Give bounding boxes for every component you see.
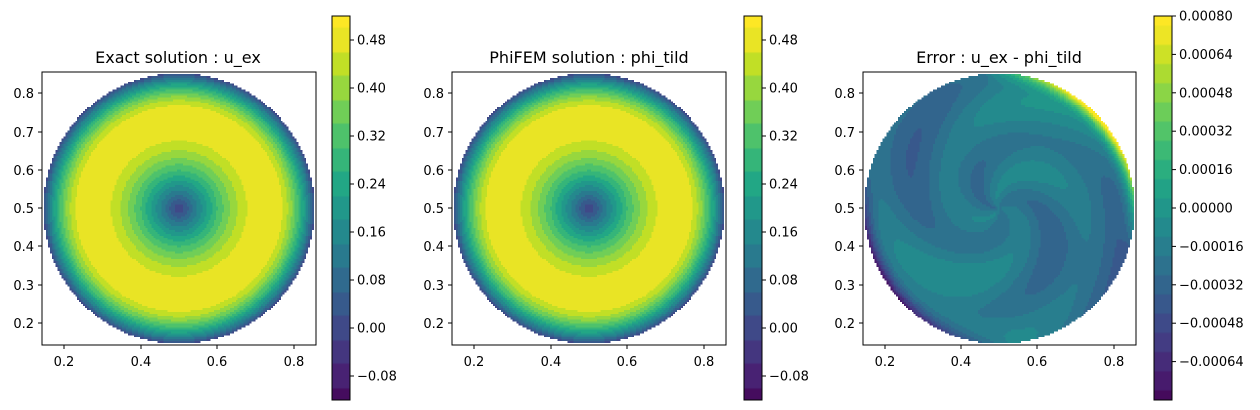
x-tick-label: 0.4 (541, 355, 562, 370)
colorbar-gradient (332, 16, 350, 400)
colorbar-tick-label: 0.00 (769, 322, 798, 337)
heatmap-image (452, 72, 726, 345)
x-tick-labels: 0.2 0.4 0.6 0.8 (464, 355, 715, 370)
y-tick-label: 0.5 (834, 202, 855, 217)
colorbar-tick-label: 0.32 (357, 130, 386, 145)
x-tick-label: 0.4 (131, 355, 152, 370)
y-tick-label: 0.7 (13, 126, 34, 141)
y-tick-label: 0.4 (13, 240, 34, 255)
plot-title: Error : u_ex - phi_tild (916, 48, 1082, 68)
y-tick-label: 0.6 (834, 164, 855, 179)
plot-title: Exact solution : u_ex (95, 48, 261, 68)
x-tick-marks (63, 345, 295, 349)
colorbar-gradient (744, 16, 762, 400)
plot-title: PhiFEM solution : phi_tild (489, 48, 688, 68)
x-tick-labels: 0.2 0.4 0.6 0.8 (54, 355, 305, 370)
colorbar-tick-label: 0.40 (357, 82, 386, 97)
y-tick-marks (38, 92, 42, 324)
y-tick-marks (448, 92, 452, 324)
y-tick-labels: 0.2 0.3 0.4 0.5 0.6 0.7 0.8 (13, 87, 34, 332)
colorbar: −0.08 0.00 0.08 0.16 0.24 0.32 0.40 0.48 (743, 15, 809, 401)
colorbar-tick-label: 0.16 (769, 226, 798, 241)
colorbar-tick-label: 0.16 (357, 226, 386, 241)
colorbar-tick-label: −0.00016 (1179, 240, 1244, 255)
colorbar-ticks: −0.08 0.00 0.08 0.16 0.24 0.32 0.40 0.48 (350, 34, 397, 385)
colorbar: −0.08 0.00 0.08 0.16 0.24 0.32 0.40 0.48 (331, 15, 397, 401)
x-tick-label: 0.2 (54, 355, 75, 370)
y-tick-label: 0.6 (13, 164, 34, 179)
colorbar-tick-label: 0.00048 (1179, 86, 1233, 101)
colorbar-tick-label: 0.00000 (1179, 202, 1233, 217)
y-tick-marks (859, 92, 863, 324)
colorbar-frame (331, 15, 351, 401)
panel-error: Error : u_ex - phi_tild 0.2 0.4 0.6 0.8 … (834, 10, 1244, 401)
colorbar-tick-label: 0.40 (769, 82, 798, 97)
y-tick-label: 0.7 (423, 126, 444, 141)
colorbar-tick-label: 0.00080 (1179, 10, 1233, 25)
colorbar-tick-label: 0.24 (769, 178, 798, 193)
colorbar-tick-label: −0.00064 (1179, 355, 1244, 370)
y-tick-labels: 0.2 0.3 0.4 0.5 0.6 0.7 0.8 (834, 87, 855, 332)
y-tick-label: 0.8 (423, 87, 444, 102)
y-tick-label: 0.5 (13, 202, 34, 217)
colorbar-tick-label: 0.24 (357, 178, 386, 193)
colorbar-tick-label: −0.08 (357, 370, 397, 385)
y-tick-label: 0.2 (13, 317, 34, 332)
y-tick-label: 0.4 (834, 240, 855, 255)
colorbar-tick-label: 0.48 (357, 34, 386, 49)
colorbar-tick-label: 0.00032 (1179, 125, 1233, 140)
colorbar-tick-label: −0.00048 (1179, 317, 1244, 332)
colorbar-tick-label: 0.00064 (1179, 48, 1233, 63)
y-tick-label: 0.3 (834, 279, 855, 294)
x-tick-label: 0.2 (464, 355, 485, 370)
colorbar-tick-label: 0.08 (769, 274, 798, 289)
y-tick-label: 0.8 (13, 87, 34, 102)
y-tick-label: 0.2 (423, 317, 444, 332)
colorbar-tick-label: 0.48 (769, 34, 798, 49)
y-tick-label: 0.8 (834, 87, 855, 102)
heatmap-image (42, 72, 316, 345)
colorbar-ticks: −0.00064 −0.00048 −0.00032 −0.00016 0.00000 0… (1172, 10, 1244, 370)
x-tick-label: 0.6 (1027, 355, 1048, 370)
x-tick-label: 0.4 (951, 355, 972, 370)
x-tick-marks (884, 345, 1115, 349)
x-tick-marks (473, 345, 705, 349)
y-tick-label: 0.6 (423, 164, 444, 179)
y-tick-label: 0.3 (423, 279, 444, 294)
colorbar-gradient (1154, 16, 1172, 400)
y-tick-label: 0.4 (423, 240, 444, 255)
x-tick-label: 0.2 (875, 355, 896, 370)
x-tick-label: 0.6 (207, 355, 228, 370)
y-tick-label: 0.2 (834, 317, 855, 332)
y-tick-label: 0.3 (13, 279, 34, 294)
colorbar-tick-label: 0.32 (769, 130, 798, 145)
colorbar-tick-label: 0.00016 (1179, 163, 1233, 178)
colorbar-tick-label: 0.08 (357, 274, 386, 289)
heatmap-image (863, 72, 1136, 345)
colorbar: −0.00064 −0.00048 −0.00032 −0.00016 0.00000 0… (1153, 10, 1244, 401)
x-tick-labels: 0.2 0.4 0.6 0.8 (875, 355, 1125, 370)
colorbar-ticks: −0.08 0.00 0.08 0.16 0.24 0.32 0.40 0.48 (762, 34, 809, 385)
colorbar-frame (743, 15, 763, 401)
x-tick-label: 0.6 (617, 355, 638, 370)
x-tick-label: 0.8 (694, 355, 715, 370)
y-tick-label: 0.7 (834, 126, 855, 141)
x-tick-label: 0.8 (284, 355, 305, 370)
y-tick-labels: 0.2 0.3 0.4 0.5 0.6 0.7 0.8 (423, 87, 444, 332)
panel-phifem-solution: PhiFEM solution : phi_tild 0.2 0.4 0.6 0… (423, 15, 809, 401)
colorbar-tick-label: −0.00032 (1179, 278, 1244, 293)
x-tick-label: 0.8 (1104, 355, 1125, 370)
colorbar-tick-label: −0.08 (769, 370, 809, 385)
y-tick-label: 0.5 (423, 202, 444, 217)
colorbar-tick-label: 0.00 (357, 322, 386, 337)
panel-exact-solution: Exact solution : u_ex 0.2 0.4 0.6 0.8 0.… (13, 15, 397, 401)
